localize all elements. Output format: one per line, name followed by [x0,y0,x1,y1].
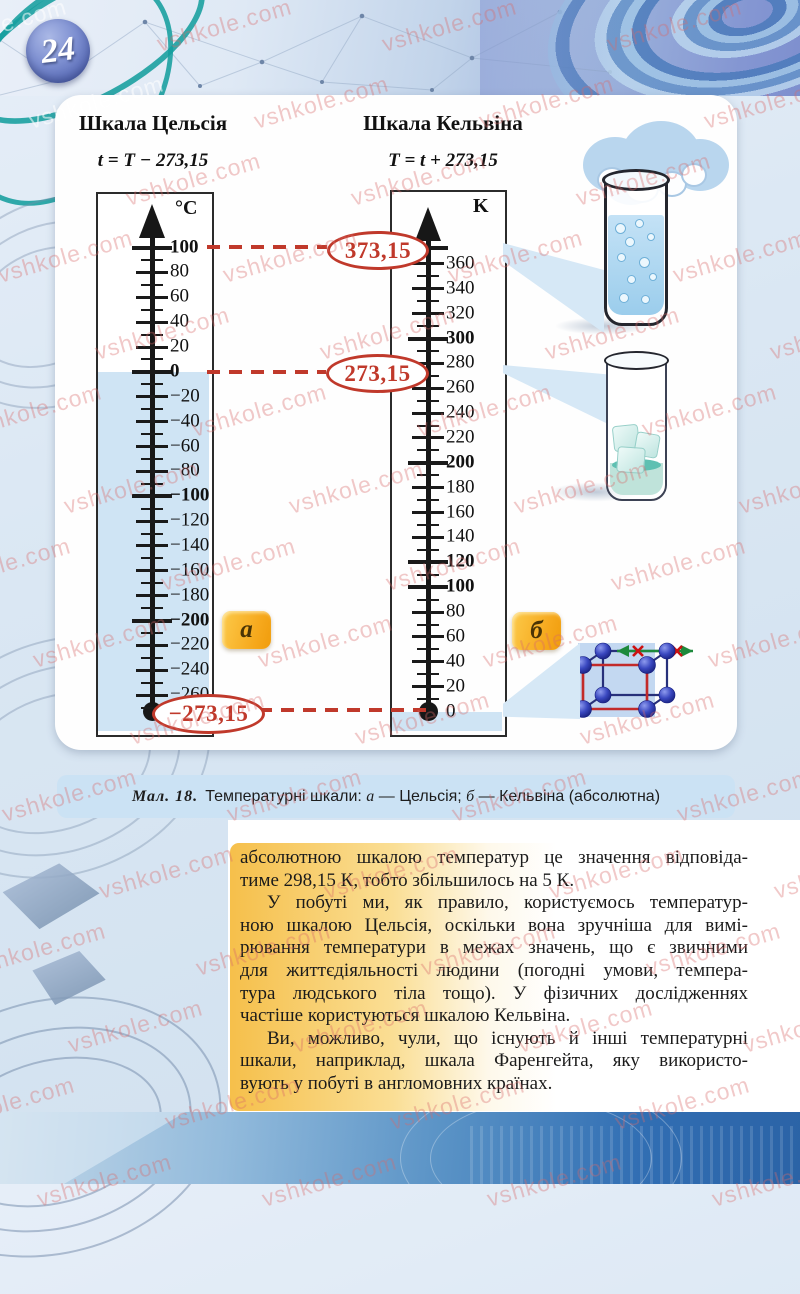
text-line: У побуті ми, як правило, користуємось те… [267,892,748,914]
text-line: тиме 298,15 К, тобто збільшилось на 5 К. [240,869,575,891]
note-label-b: б [512,612,561,650]
spiral-fade-decor [480,0,800,96]
celsius-arrow-icon [139,204,165,238]
footer-decor-band [0,1112,800,1184]
kelvin-zero-dot [419,702,438,721]
text-line: для життєдіяльності людини (погодні умов… [240,959,748,981]
kelvin-scale-title: Шкала Кельвіна [363,111,523,135]
figure-caption-label: Мал. 18. [131,787,199,805]
watermark: vshkole.com [735,455,800,519]
text-line: тура людського тіла тощо). У фізичних до… [240,982,748,1004]
kelvin-stem [426,223,431,711]
dash-line-melting [207,370,326,374]
body-text: абсолютною шкалою температур це значення… [240,847,748,1096]
circled-value-text: 273,15 [344,360,411,386]
caption-item-a: а [366,787,375,805]
caption-sep-b: — Кельвіна (абсолютна) [474,787,661,805]
text-line: частіше користуються шкалою Кельвіна. [240,1005,571,1027]
watermark: vshkole.com [766,301,800,365]
text-line: шкали, наприклад, шкала Фаренгейта, яку … [240,1050,748,1072]
circled-value-minus-273: −273,15 [152,694,265,734]
dash-line-absolute-zero [259,708,427,712]
text-line: вують у побуті в англомовних країнах. [240,1072,553,1094]
header-decor-band [0,0,800,96]
caption-item-b: б [466,787,475,805]
figure-caption-body: Температурні шкали: [205,787,362,805]
crystal-lattice-illustration [574,642,693,718]
beam-decor [503,365,606,423]
circled-value-273: 273,15 [326,354,429,393]
text-line: рювання температури в межах значень, що … [240,937,748,959]
kelvin-unit-label: K [473,195,489,217]
text-line: ною шкалою Цельсія, оскільки вона зручні… [240,914,748,936]
caption-sep-a: — Цельсія; [374,787,467,805]
footer-wedge-decor [0,1112,186,1184]
note-letter: б [530,617,543,644]
note-label-a: а [222,611,271,649]
kelvin-thermometer-box [390,190,507,737]
celsius-stem [150,220,155,711]
kelvin-zero-fill [392,712,502,731]
page-number: 24 [38,30,78,71]
text-line: абсолютною шкалою температур це значення… [240,847,748,868]
footer-circuit-decor [470,1126,800,1184]
circled-value-373: 373,15 [327,231,429,270]
celsius-formula: t = T − 273,15 [97,150,209,171]
kelvin-arrow-icon [415,207,441,241]
figure-caption: Мал. 18. Температурні шкали: а — Цельсія… [57,775,735,818]
figure-panel: Шкала Цельсія Шкала Кельвіна t = T − 273… [55,95,737,750]
beam-decor [503,643,580,719]
celsius-scale-title: Шкала Цельсія [78,111,228,135]
beam-decor [503,243,604,333]
page-number-badge: 24 [26,19,90,83]
dash-line-boiling [207,245,327,249]
yellow-highlight [230,843,660,1111]
celsius-unit-label: °C [175,197,198,219]
circled-value-text: −273,15 [168,701,249,726]
kelvin-formula: T = t + 273,15 [388,150,498,171]
note-letter: а [240,616,253,643]
text-line: Ви, можливо, чули, що існують й інші тем… [267,1027,748,1049]
circled-value-text: 373,15 [344,237,412,263]
